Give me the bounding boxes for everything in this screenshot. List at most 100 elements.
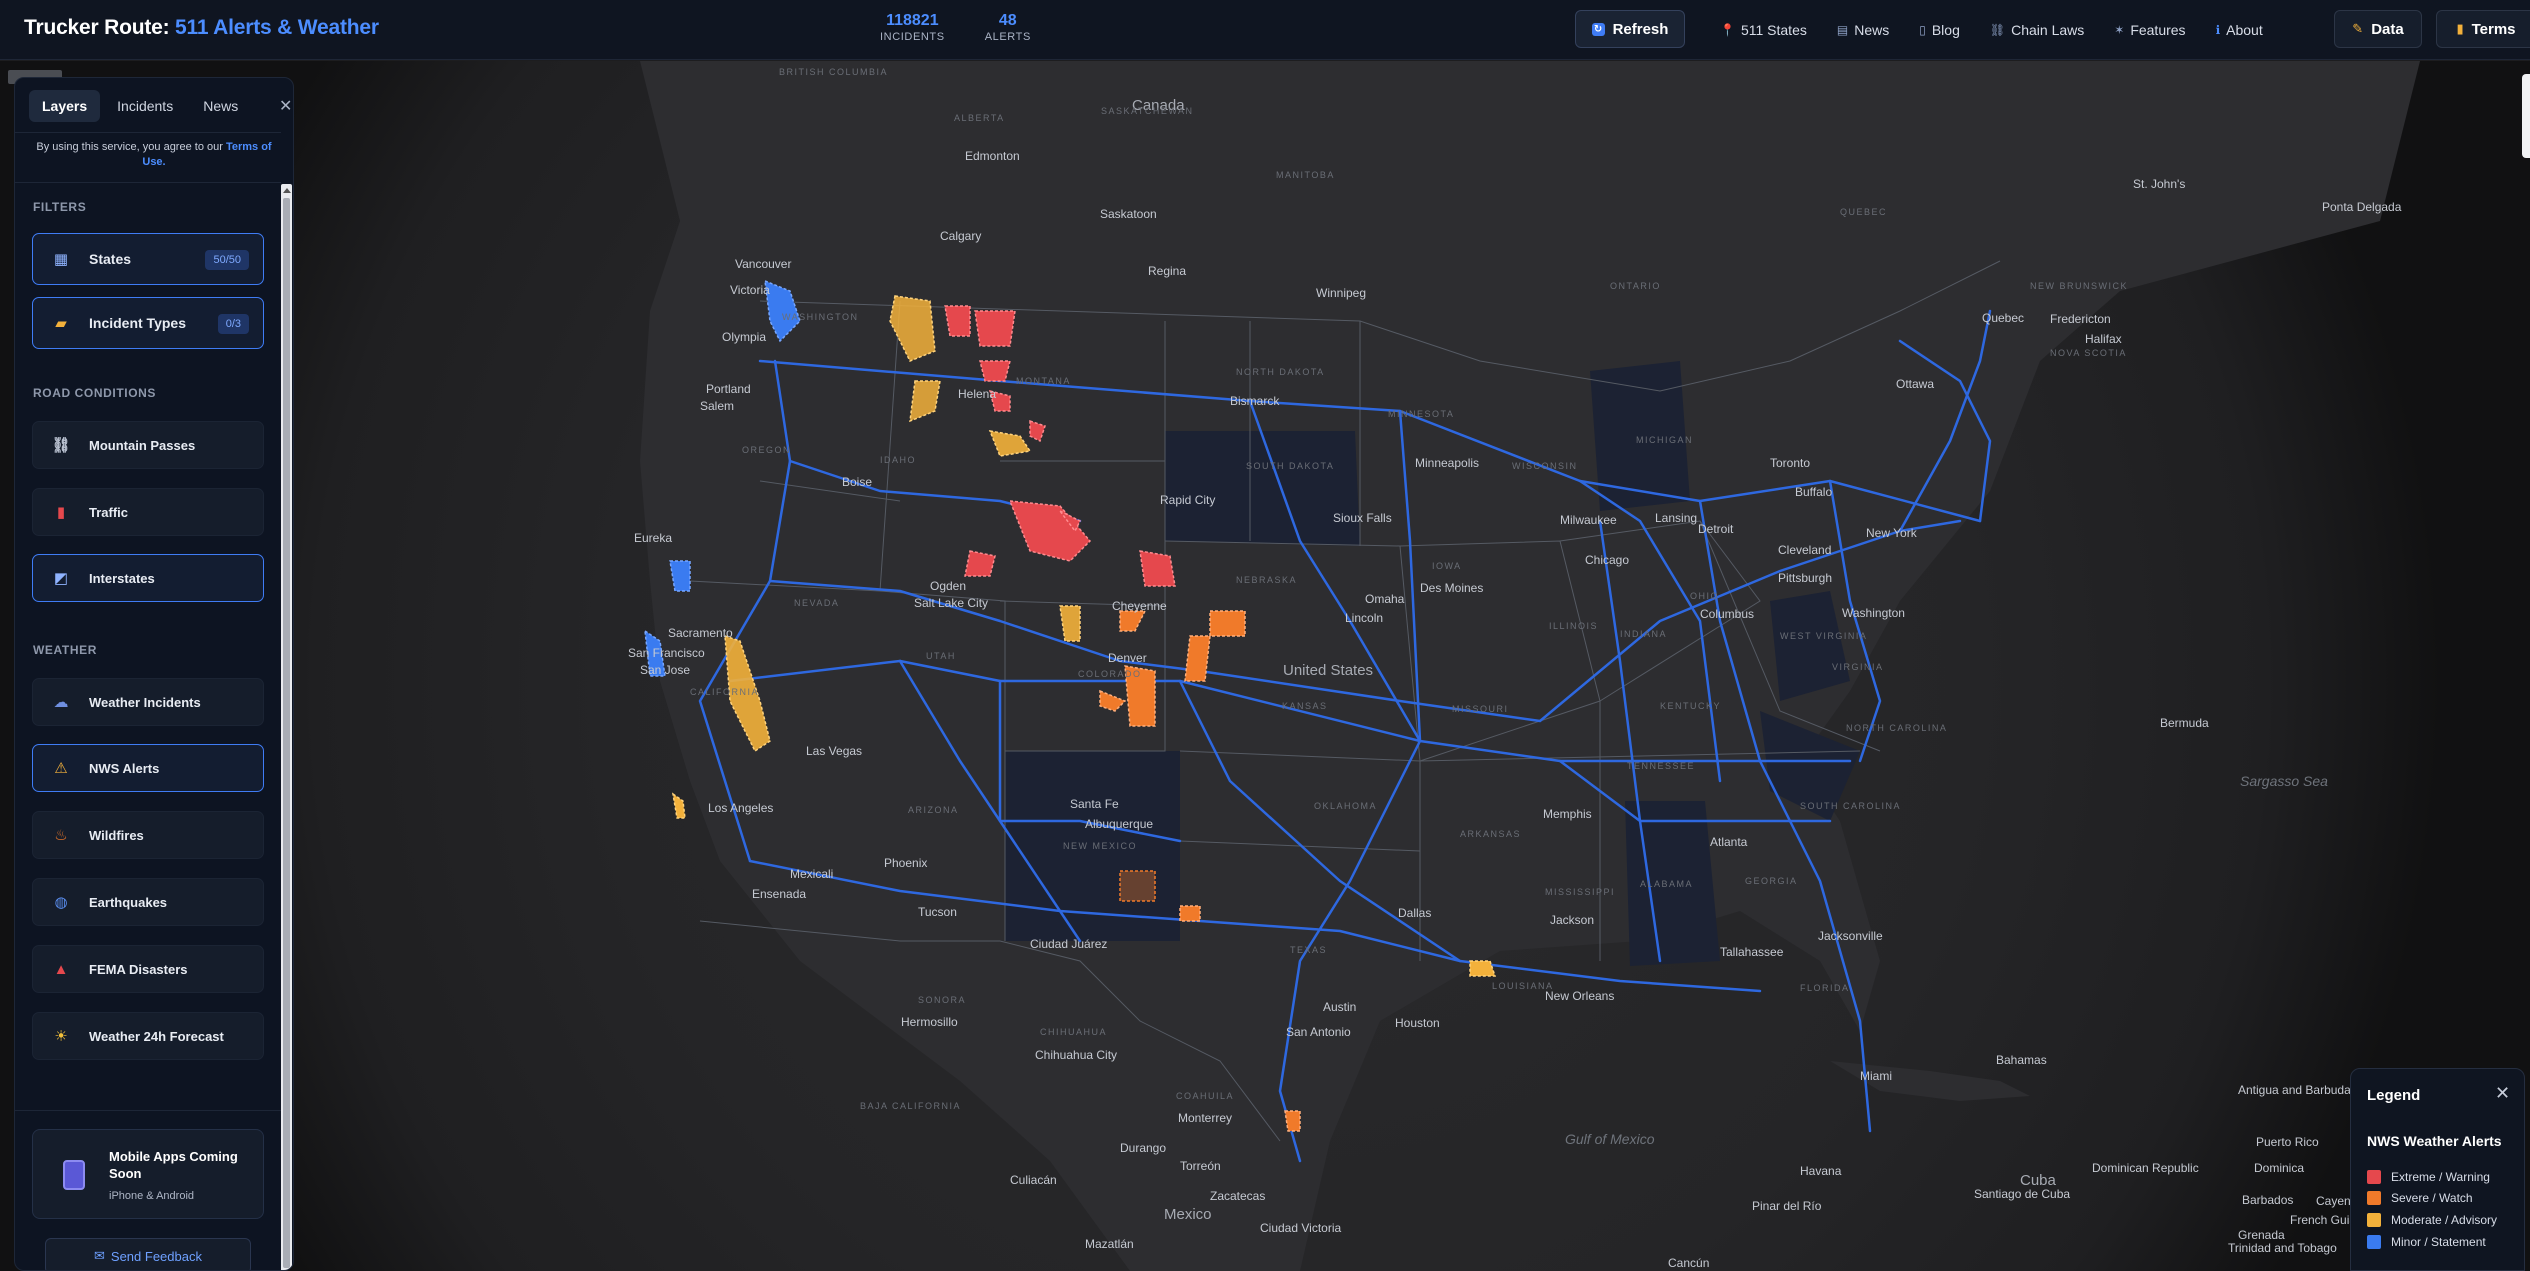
nav-label: Blog xyxy=(1931,22,1960,38)
nav-label: 511 States xyxy=(1740,22,1807,38)
city-label: Ponta Delgada xyxy=(2322,200,2402,214)
region-label: INDIANA xyxy=(1620,629,1668,639)
city-label: Houston xyxy=(1395,1016,1440,1030)
data-button[interactable]: ✎ Data xyxy=(2334,10,2422,48)
state-shade-michigan xyxy=(1590,361,1690,511)
refresh-label: Refresh xyxy=(1612,20,1669,38)
tab-layers[interactable]: Layers xyxy=(29,90,101,122)
tab-news[interactable]: News xyxy=(203,98,239,114)
layer-label: Traffic xyxy=(89,504,129,520)
terms-of-use-link[interactable]: Terms of Use. xyxy=(142,141,272,168)
layer-weather-24h-forecast[interactable]: ☀ Weather 24h Forecast xyxy=(32,1012,264,1060)
city-label: Salem xyxy=(700,399,735,413)
layer-label: Weather 24h Forecast xyxy=(89,1028,224,1044)
state-shade-south-carolina xyxy=(1760,711,1860,821)
nav-chain-laws[interactable]: ⛓ Chain Laws xyxy=(1990,22,2084,38)
layer-nws-alerts[interactable]: ⚠ NWS Alerts xyxy=(32,744,264,792)
alerts-label: ALERTS xyxy=(984,31,1031,43)
alert-extreme xyxy=(944,305,971,337)
region-label: OHIO xyxy=(1690,591,1720,601)
alert-severe xyxy=(1284,1110,1301,1132)
layer-traffic[interactable]: ▮ Traffic xyxy=(32,488,264,536)
close-icon[interactable]: ✕ xyxy=(279,98,293,115)
city-label: Helena xyxy=(958,387,997,401)
city-label: Lansing xyxy=(1655,511,1698,525)
city-label: Santiago de Cuba xyxy=(1974,1187,2071,1201)
feedback-label: Send Feedback xyxy=(110,1248,202,1264)
city-label: Ciudad Juárez xyxy=(1030,937,1108,951)
water-label: Gulf of Mexico xyxy=(1565,1131,1655,1147)
city-label: Saskatoon xyxy=(1100,207,1157,221)
alert-minor xyxy=(644,629,666,677)
scroll-thumb[interactable] xyxy=(283,198,290,1268)
city-label: Memphis xyxy=(1543,807,1592,821)
roadblock-icon: ▰ xyxy=(55,315,67,332)
region-label: MONTANA xyxy=(1016,376,1071,386)
city-label: Phoenix xyxy=(884,856,928,870)
city-label: Fredericton xyxy=(2050,312,2111,326)
terms-button[interactable]: ▮ Terms xyxy=(2436,10,2530,48)
filter-incident-types[interactable]: ▰ Incident Types 0/3 xyxy=(32,297,264,349)
filter-label: States xyxy=(89,251,132,267)
region-label: MISSOURI xyxy=(1452,704,1509,714)
city-label: Omaha xyxy=(1365,592,1405,606)
sidebar-scrollbar[interactable] xyxy=(281,184,292,1270)
layer-mountain-passes[interactable]: ⛓ Mountain Passes xyxy=(32,421,264,469)
city-label: Sacramento xyxy=(668,626,733,640)
sun-cloud-icon: ☀ xyxy=(54,1028,68,1045)
send-feedback-button[interactable]: ✉ Send Feedback xyxy=(45,1238,251,1270)
tools-icon: ✶ xyxy=(2114,23,2125,37)
mail-icon: ✉ xyxy=(94,1248,105,1263)
map-legend: Legend ✕ NWS Weather Alerts Extreme / Wa… xyxy=(2350,1068,2525,1271)
newspaper-icon: ▤ xyxy=(1836,23,1849,37)
legend-label: Moderate / Advisory xyxy=(2391,1213,2498,1227)
nav-about[interactable]: ℹ About xyxy=(2216,22,2263,38)
alert-severe xyxy=(1209,610,1246,637)
storm-icon: ☁ xyxy=(53,694,69,711)
top-bar: Trucker Route: 511 Alerts & Weather 1188… xyxy=(0,0,2530,60)
alert-severe xyxy=(1119,610,1147,632)
layer-earthquakes[interactable]: ◍ Earthquakes xyxy=(32,878,264,926)
mobile-apps-subtitle: iPhone & Android xyxy=(109,1190,195,1202)
close-icon[interactable]: ✕ xyxy=(2495,1083,2511,1103)
city-label: Chihuahua City xyxy=(1035,1048,1118,1062)
city-label: Dominica xyxy=(2254,1161,2305,1175)
region-label: NEW BRUNSWICK xyxy=(2030,281,2128,291)
region-label: CALIFORNIA xyxy=(690,687,760,697)
nav-news[interactable]: ▤ News xyxy=(1837,22,1889,38)
region-label: SOUTH CAROLINA xyxy=(1800,801,1902,811)
nav-label: Chain Laws xyxy=(2011,22,2085,38)
refresh-button[interactable]: ↻ Refresh xyxy=(1575,10,1685,48)
brand-title[interactable]: Trucker Route: 511 Alerts & Weather xyxy=(24,16,379,40)
layer-fema-disasters[interactable]: ▲ FEMA Disasters xyxy=(32,945,264,993)
region-label: CHIHUAHUA xyxy=(1040,1027,1108,1037)
legend-swatch xyxy=(2367,1235,2381,1249)
city-label: Detroit xyxy=(1698,522,1734,536)
layer-weather-incidents[interactable]: ☁ Weather Incidents xyxy=(32,678,264,726)
warning-icon: ⚠ xyxy=(54,760,68,777)
legend-item: Extreme / Warning xyxy=(2367,1170,2490,1184)
scroll-up-arrow-icon[interactable] xyxy=(283,188,291,193)
layer-interstates[interactable]: ◩ Interstates xyxy=(32,554,264,602)
legend-item: Minor / Statement xyxy=(2367,1235,2486,1249)
nav-label: About xyxy=(2226,22,2263,38)
layer-wildfires[interactable]: ♨ Wildfires xyxy=(32,811,264,859)
tab-incidents[interactable]: Incidents xyxy=(117,98,174,114)
city-label: Las Vegas xyxy=(806,744,863,758)
map-canvas[interactable]: Canada United States Mexico Cuba Gulf of… xyxy=(0,61,2530,1271)
mobile-apps-title: Mobile Apps Coming Soon xyxy=(109,1149,238,1181)
map-right-edge-tab[interactable] xyxy=(2522,74,2530,158)
legend-label: Extreme / Warning xyxy=(2391,1170,2490,1184)
city-label: Santa Fe xyxy=(1070,797,1119,811)
layer-label: Wildfires xyxy=(89,827,144,843)
city-label: San Antonio xyxy=(1286,1025,1351,1039)
region-label: IDAHO xyxy=(880,455,917,465)
layer-label: NWS Alerts xyxy=(89,760,160,776)
city-label: Ottawa xyxy=(1896,377,1935,391)
nav-blog[interactable]: ▯ Blog xyxy=(1919,22,1960,38)
map-icon: ▦ xyxy=(53,251,69,268)
city-label: Atlanta xyxy=(1710,835,1748,849)
filter-states[interactable]: ▦ States 50/50 xyxy=(32,233,264,285)
nav-511-states[interactable]: 📍 511 States xyxy=(1720,22,1807,38)
nav-features[interactable]: ✶ Features xyxy=(2114,22,2185,38)
